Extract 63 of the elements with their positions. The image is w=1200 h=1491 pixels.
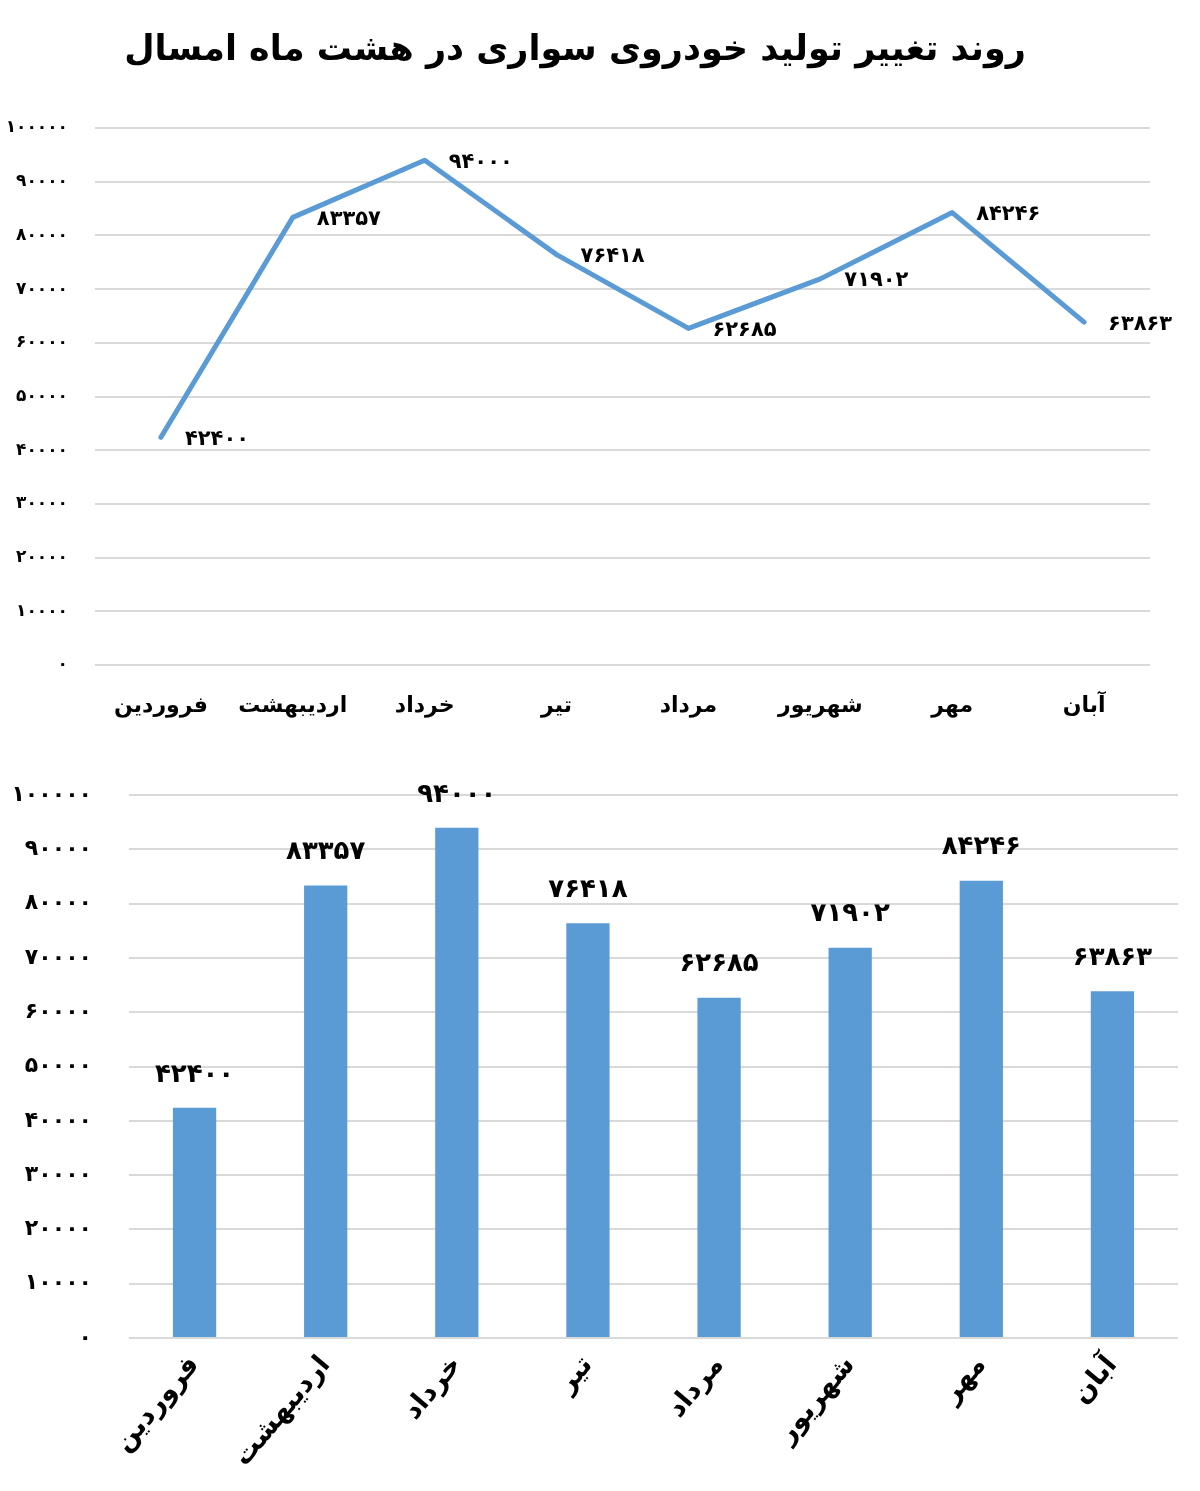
data-label: ۸۴۲۴۶ bbox=[941, 830, 1021, 861]
bar bbox=[172, 1107, 217, 1337]
bar bbox=[959, 880, 1003, 1337]
y-tick-label: ۱۰۰۰۰۰ bbox=[11, 780, 92, 806]
bar bbox=[828, 947, 872, 1337]
y-tick-label: ۰ bbox=[78, 1323, 92, 1349]
y-tick-label: ۱۰۰۰۰ bbox=[16, 599, 68, 620]
y-tick-label: ۲۰۰۰۰ bbox=[16, 546, 68, 567]
data-label: ۶۳۸۶۳ bbox=[1072, 941, 1153, 972]
x-tick-label: تیر bbox=[548, 1348, 599, 1401]
data-label: ۴۲۴۰۰ bbox=[184, 425, 250, 450]
x-tick-label: آبان bbox=[1062, 689, 1106, 717]
y-tick-label: ۵۰۰۰۰ bbox=[24, 1052, 92, 1078]
chart-title: روند تغییر تولید خودروی سواری در هشت ماه امسال bbox=[124, 28, 1026, 70]
y-tick-label: ۱۰۰۰۰۰ bbox=[5, 116, 68, 137]
y-tick-label: ۰ bbox=[57, 653, 68, 674]
data-label: ۷۶۴۱۸ bbox=[580, 243, 645, 268]
bar bbox=[304, 885, 348, 1337]
data-label: ۶۳۸۶۳ bbox=[1108, 310, 1173, 335]
y-tick-label: ۱۰۰۰۰ bbox=[24, 1269, 92, 1295]
y-tick-label: ۳۰۰۰۰ bbox=[24, 1160, 92, 1186]
x-tick-label: تیر bbox=[540, 691, 573, 718]
x-tick-label: خرداد bbox=[394, 691, 455, 718]
y-tick-label: ۹۰۰۰۰ bbox=[24, 835, 92, 861]
y-tick-label: ۸۰۰۰۰ bbox=[16, 223, 68, 244]
y-tick-label: ۶۰۰۰۰ bbox=[24, 998, 92, 1024]
bar bbox=[566, 923, 610, 1337]
data-label: ۸۴۲۴۶ bbox=[976, 201, 1041, 226]
y-tick-label: ۸۰۰۰۰ bbox=[24, 889, 92, 915]
y-tick-label: ۷۰۰۰۰ bbox=[24, 943, 92, 969]
data-label: ۷۱۹۰۲ bbox=[844, 267, 909, 292]
y-tick-label: ۴۰۰۰۰ bbox=[16, 438, 68, 459]
data-label: ۷۱۹۰۲ bbox=[810, 897, 890, 928]
x-tick-label: مهر bbox=[930, 691, 974, 718]
data-label: ۹۴۰۰۰ bbox=[448, 148, 513, 173]
y-tick-label: ۶۰۰۰۰ bbox=[16, 331, 68, 352]
data-label: ۴۲۴۰۰ bbox=[154, 1057, 235, 1088]
bar bbox=[697, 997, 741, 1337]
bar bbox=[435, 827, 479, 1337]
x-tick-label: شهریور bbox=[777, 691, 863, 718]
y-tick-label: ۳۰۰۰۰ bbox=[16, 492, 68, 513]
data-label: ۸۳۳۵۷ bbox=[316, 205, 382, 230]
x-tick-label: مرداد bbox=[659, 691, 718, 718]
x-tick-label: اردیبهشت bbox=[238, 691, 348, 718]
y-tick-label: ۲۰۰۰۰ bbox=[24, 1215, 92, 1241]
x-tick-label: اردیبهشت bbox=[226, 1348, 337, 1472]
data-label: ۹۴۰۰۰ bbox=[417, 777, 497, 808]
x-tick-label: مرداد bbox=[660, 1348, 730, 1424]
y-tick-label: ۴۰۰۰۰ bbox=[24, 1106, 92, 1132]
x-tick-label: فروردین bbox=[106, 1348, 206, 1458]
x-tick-label: فروردین bbox=[114, 691, 208, 718]
x-tick-label: آبان bbox=[1064, 1347, 1123, 1410]
data-label: ۶۲۶۸۵ bbox=[679, 947, 759, 978]
data-label: ۶۲۶۸۵ bbox=[712, 316, 777, 341]
y-tick-label: ۷۰۰۰۰ bbox=[16, 277, 68, 298]
x-tick-label: مهر bbox=[933, 1348, 993, 1411]
data-label: ۷۶۴۱۸ bbox=[548, 872, 628, 903]
y-tick-label: ۹۰۰۰۰ bbox=[16, 170, 68, 191]
x-tick-label: شهریور bbox=[768, 1348, 861, 1451]
y-tick-label: ۵۰۰۰۰ bbox=[16, 384, 68, 405]
x-tick-label: خرداد bbox=[395, 1348, 468, 1426]
data-label: ۸۳۳۵۷ bbox=[286, 835, 366, 866]
bar bbox=[1090, 991, 1135, 1337]
